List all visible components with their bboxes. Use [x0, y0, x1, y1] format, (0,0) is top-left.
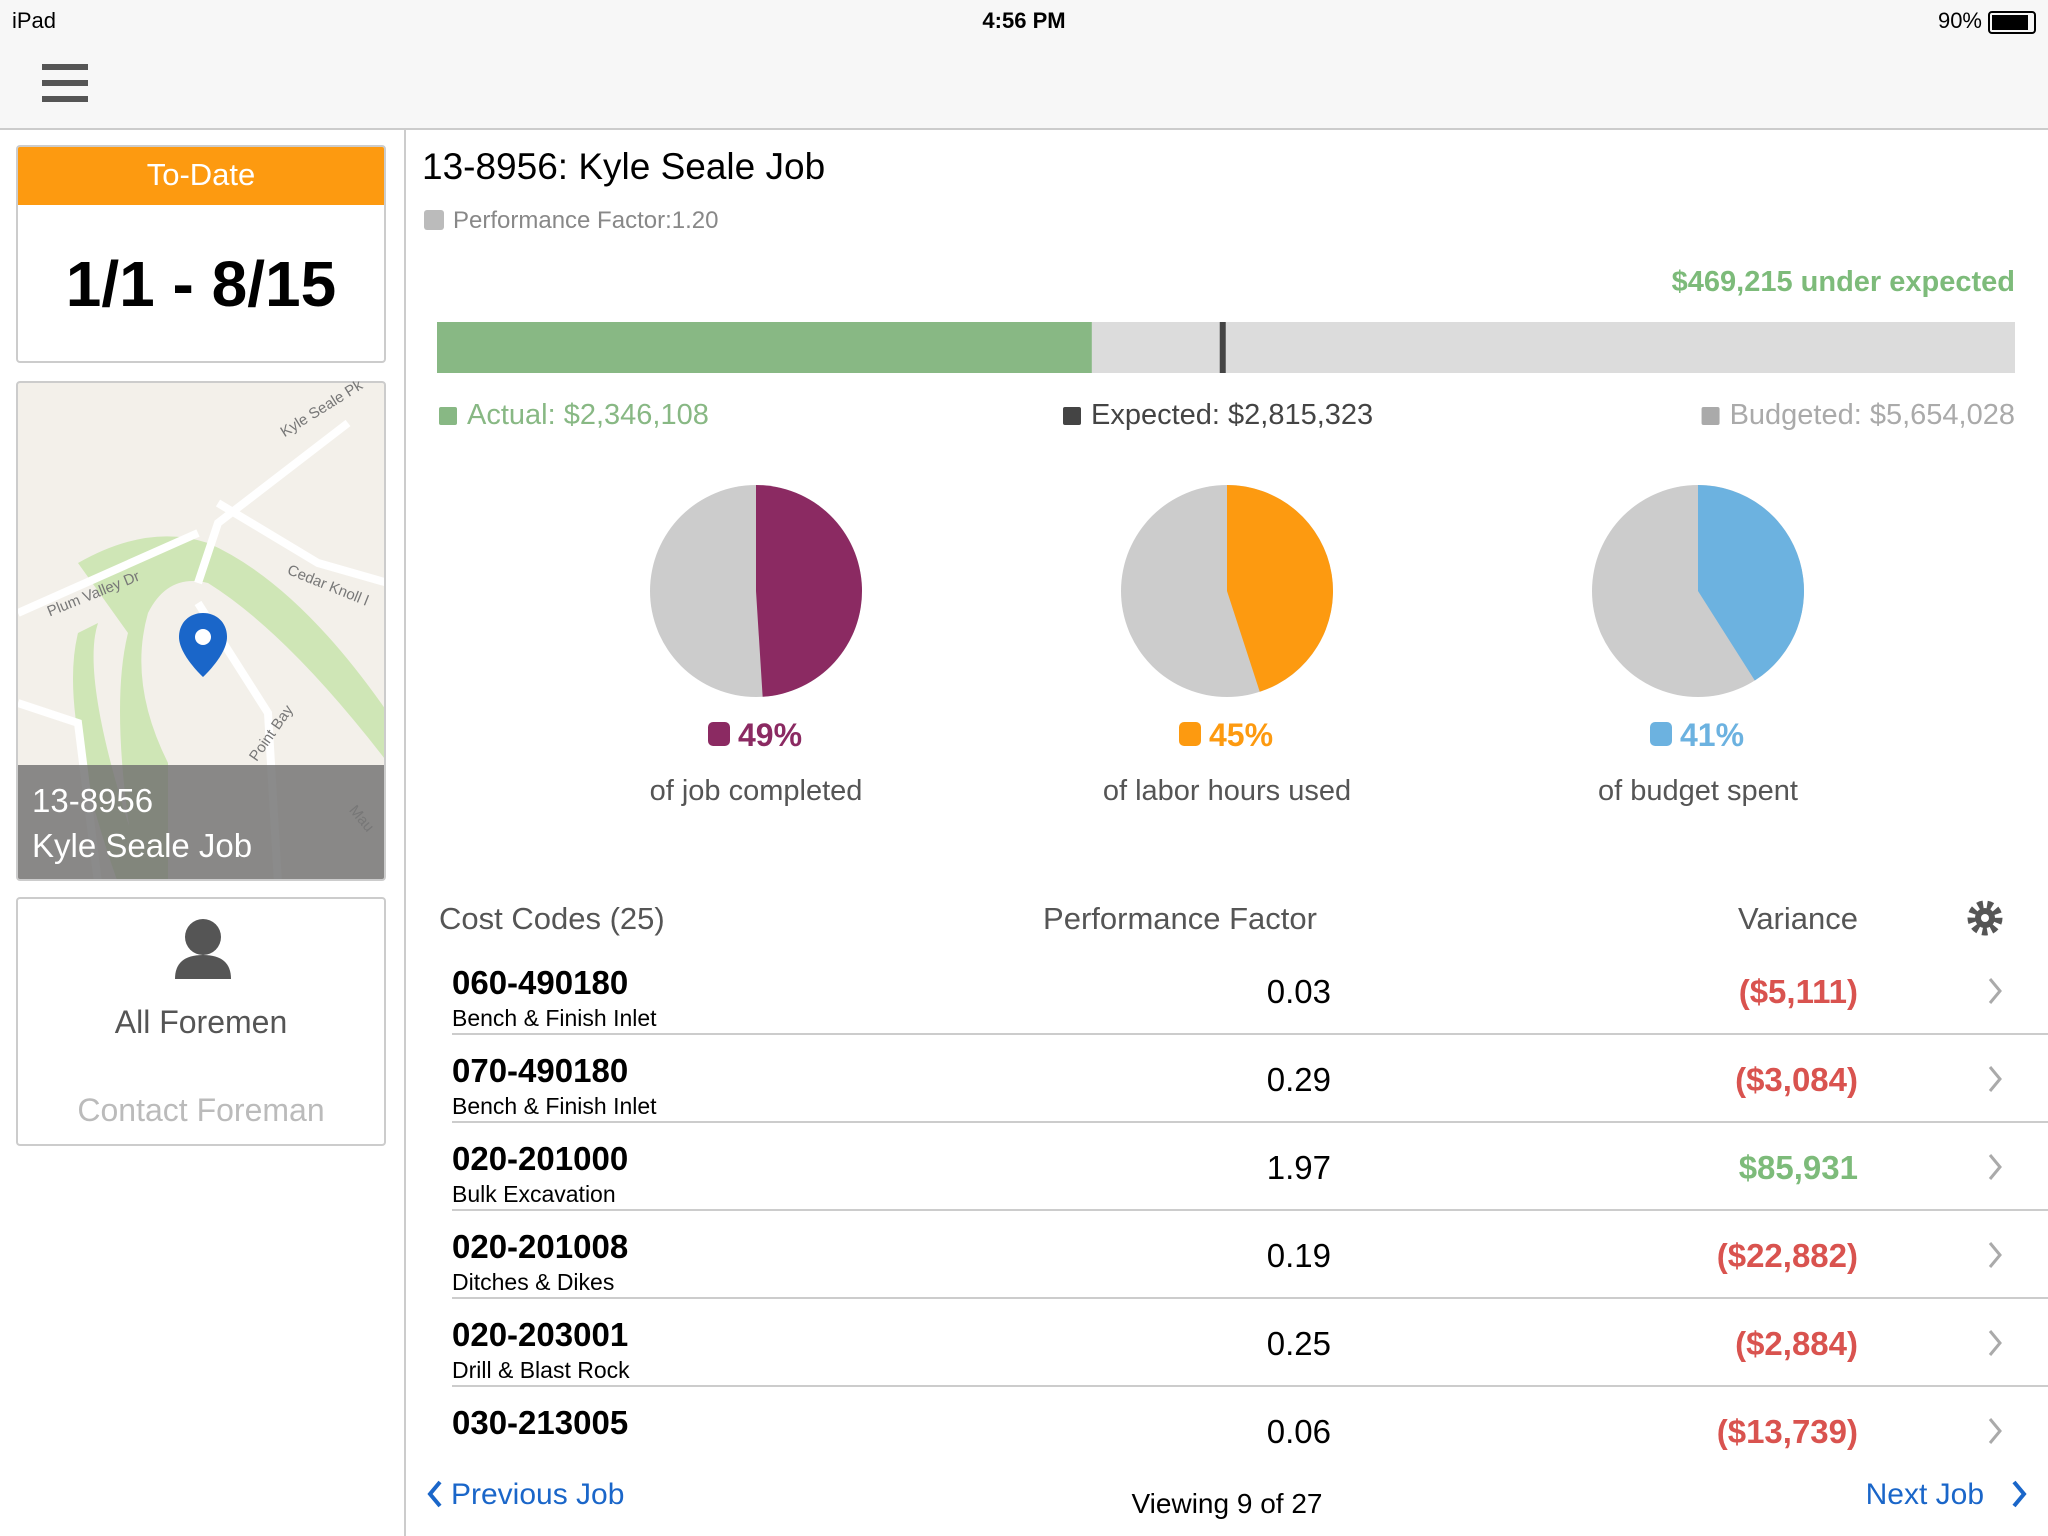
- chevron: [1988, 1330, 2002, 1356]
- foreman-card[interactable]: [16, 897, 386, 1146]
- chevron: [1988, 1066, 2002, 1092]
- gauge-background: [650, 485, 862, 697]
- performance-factor-value: 1.97: [1266, 1149, 1331, 1186]
- gauge-background: [1121, 485, 1333, 697]
- job-title: 13-8956: Kyle Seale Job: [422, 146, 826, 187]
- gauge-caption: of budget spent: [1598, 775, 1798, 807]
- contact-foreman[interactable]: Contact Foreman: [77, 1092, 325, 1128]
- nav-bar: [0, 0, 2048, 130]
- column-header: Variance: [1737, 901, 1858, 936]
- actual-bar: [437, 322, 1092, 373]
- gauge-percent: 49%: [738, 717, 803, 753]
- legend-swatch: [1063, 407, 1081, 425]
- legend-label: Actual: $2,346,108: [467, 399, 709, 431]
- performance-factor-value: 0.25: [1266, 1325, 1331, 1362]
- viewing-status: Viewing 9 of 27: [1131, 1488, 1323, 1519]
- next-job[interactable]: Next Job: [1865, 1478, 1984, 1511]
- legend-label: Budgeted: $5,654,028: [1729, 399, 2015, 431]
- performance-factor-value: 0.06: [1266, 1413, 1331, 1450]
- legend-swatch: [439, 407, 457, 425]
- gauge-wedge: [1227, 485, 1333, 692]
- cost-code[interactable]: 060-490180: [452, 964, 629, 1001]
- cost-code-description: Drill & Blast Rock: [452, 1357, 630, 1383]
- variance-value: ($2,884): [1735, 1325, 1858, 1362]
- period-header: [18, 147, 384, 205]
- menu-button[interactable]: [42, 64, 88, 102]
- person-icon: [175, 919, 231, 979]
- variance-value: ($22,882): [1716, 1237, 1858, 1274]
- gauge-icon: [708, 722, 730, 746]
- performance-factor: Performance Factor:1.20: [453, 207, 719, 234]
- cost-code-description: Bench & Finish Inlet: [452, 1005, 657, 1031]
- performance-factor-value: 0.19: [1266, 1237, 1331, 1274]
- period-label: To-Date: [146, 157, 256, 192]
- previous-job[interactable]: Previous Job: [451, 1478, 625, 1511]
- gauge-icon: [1179, 722, 1201, 746]
- performance-factor-value: 0.03: [1266, 973, 1331, 1010]
- cost-codes-title: Cost Codes (25): [439, 901, 665, 936]
- cost-code-description: Ditches & Dikes: [452, 1269, 615, 1295]
- budget-status: $469,215 under expected: [1671, 266, 2015, 298]
- budget-track: [437, 322, 2015, 373]
- legend-swatch: [1701, 407, 1720, 425]
- gauge-wedge: [756, 485, 863, 697]
- cost-code[interactable]: 020-201000: [452, 1140, 629, 1177]
- chevron: [1988, 1154, 2002, 1180]
- performance-factor-value: 0.29: [1266, 1061, 1331, 1098]
- chevron: [1988, 1418, 2002, 1444]
- gauge-caption: of labor hours used: [1102, 775, 1352, 807]
- device-name: iPad: [12, 8, 57, 33]
- map-card[interactable]: [16, 381, 386, 881]
- gauge-background: [1592, 485, 1804, 697]
- map-job-number: 13-8956: [32, 782, 154, 819]
- expected-marker: [1219, 322, 1226, 373]
- period-range: 1/1 - 8/15: [65, 248, 337, 320]
- battery-level: 90%: [1937, 8, 1982, 33]
- gauge-wedge: [1698, 485, 1804, 681]
- gauge-caption: of job completed: [649, 775, 863, 807]
- legend-label: Expected: $2,815,323: [1091, 399, 1374, 431]
- cost-code[interactable]: 020-203001: [452, 1316, 629, 1353]
- period-card[interactable]: [16, 145, 386, 363]
- column-header: Performance Factor: [1043, 901, 1317, 936]
- gear-icon[interactable]: [1967, 900, 2003, 936]
- cost-code-description: Bench & Finish Inlet: [452, 1093, 657, 1119]
- cost-code[interactable]: 070-490180: [452, 1052, 629, 1089]
- footer-bar: [406, 1450, 2048, 1536]
- clock: 4:56 PM: [982, 8, 1066, 33]
- gauge-percent: 45%: [1209, 717, 1274, 753]
- variance-value: $85,931: [1738, 1149, 1858, 1186]
- variance-value: ($3,084): [1735, 1061, 1858, 1098]
- battery-icon: [1988, 11, 2036, 34]
- chevron: [1988, 1242, 2002, 1268]
- map-job-name: Kyle Seale Job: [32, 827, 253, 864]
- divider: [404, 128, 406, 1536]
- pf-badge-text: PF: [427, 213, 442, 225]
- foreman-name: All Foremen: [114, 1004, 288, 1040]
- map-overlay: [18, 765, 384, 879]
- cost-code[interactable]: 030-213005: [452, 1404, 629, 1441]
- gauge-percent: 41%: [1680, 717, 1745, 753]
- chevron: [1988, 978, 2002, 1004]
- cost-code[interactable]: 020-201008: [452, 1228, 629, 1265]
- gauge-icon: [1650, 722, 1672, 746]
- cost-code-description: Bulk Excavation: [452, 1181, 616, 1207]
- variance-value: ($5,111): [1738, 973, 1858, 1010]
- variance-value: ($13,739): [1716, 1413, 1858, 1450]
